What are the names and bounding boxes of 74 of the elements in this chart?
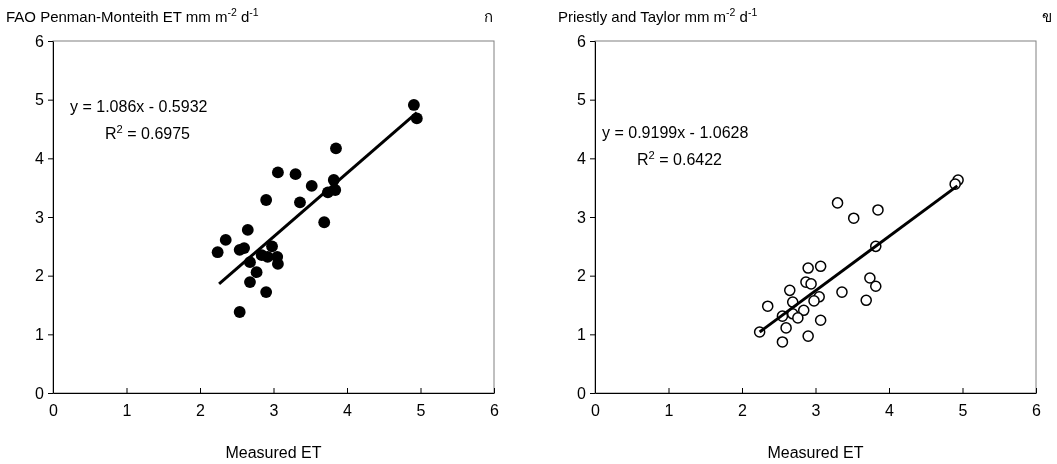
point xyxy=(836,286,848,298)
x-tick-label: 5 xyxy=(416,402,426,420)
annotation: y = 0.9199x - 1.0628 xyxy=(602,124,749,141)
point xyxy=(318,216,331,229)
x-tick-label: 2 xyxy=(738,402,748,420)
point xyxy=(802,262,814,274)
annotation: y = 1.086x - 0.5932 xyxy=(70,98,208,115)
annotation: R$^{2}$ = 0.6422 xyxy=(637,149,723,168)
text: ข xyxy=(1042,8,1052,25)
point xyxy=(250,266,263,279)
point xyxy=(860,294,873,307)
y-tick-label: 6 xyxy=(35,32,45,50)
point xyxy=(266,240,278,253)
y-tick-label: 3 xyxy=(577,208,587,226)
point xyxy=(305,180,318,192)
point xyxy=(271,258,284,270)
point xyxy=(233,306,246,318)
point xyxy=(831,197,844,209)
point xyxy=(241,224,254,236)
point xyxy=(761,300,774,312)
annotation: R$^{2}$ = 0.6975 xyxy=(105,123,191,142)
x-tick-label: 6 xyxy=(490,402,500,420)
point xyxy=(219,233,232,246)
y-tick-label: 0 xyxy=(577,384,587,402)
x-tick-label: 5 xyxy=(958,402,968,420)
point xyxy=(330,142,342,155)
point xyxy=(244,276,256,289)
point xyxy=(780,322,792,334)
point xyxy=(783,284,796,297)
x-tick-label: 3 xyxy=(269,402,279,420)
point xyxy=(814,260,827,273)
y-tick-label: 1 xyxy=(35,325,45,343)
point xyxy=(294,196,306,209)
y-tick-label: 1 xyxy=(577,325,587,343)
point xyxy=(238,242,251,254)
y-tick-label: 2 xyxy=(35,267,45,285)
point xyxy=(776,336,789,348)
y-tick-label: 5 xyxy=(35,91,45,109)
point xyxy=(872,204,884,216)
x-axis-title: Measured ET xyxy=(225,444,322,461)
y-tick-label: 6 xyxy=(577,32,587,50)
point xyxy=(864,272,876,284)
point xyxy=(260,286,273,298)
x-tick-label: 4 xyxy=(885,402,895,420)
x-tick-label: 2 xyxy=(196,402,206,420)
point xyxy=(814,314,827,327)
x-axis-title: Measured ET xyxy=(767,444,864,461)
y-tick-label: 5 xyxy=(577,91,587,109)
chart-title: Priestly and Taylor mm m$^{-2}$ d$^{-1}$ xyxy=(558,6,758,25)
x-tick-label: 1 xyxy=(122,402,132,420)
point xyxy=(260,194,273,206)
y-tick-label: 0 xyxy=(35,384,45,402)
text: ก xyxy=(484,8,493,25)
x-tick-label: 0 xyxy=(591,402,601,420)
point xyxy=(211,246,224,259)
x-tick-label: 0 xyxy=(49,402,59,420)
chart-title: FAO Penman-Monteith ET mm m$^{-2}$ d$^{-1}$ xyxy=(6,6,259,25)
x-tick-label: 1 xyxy=(664,402,674,420)
y-tick-label: 4 xyxy=(577,149,587,167)
y-tick-label: 2 xyxy=(577,267,587,285)
point xyxy=(805,278,817,290)
y-tick-label: 4 xyxy=(35,149,45,167)
point xyxy=(407,99,420,111)
point xyxy=(271,166,284,179)
point xyxy=(802,330,814,342)
point xyxy=(847,212,860,224)
x-tick-label: 4 xyxy=(343,402,353,420)
point xyxy=(289,168,302,181)
point xyxy=(869,280,882,293)
x-tick-label: 6 xyxy=(1032,402,1042,420)
point xyxy=(808,295,820,307)
point xyxy=(792,312,804,324)
y-tick-label: 3 xyxy=(35,208,45,226)
x-tick-label: 3 xyxy=(811,402,821,420)
